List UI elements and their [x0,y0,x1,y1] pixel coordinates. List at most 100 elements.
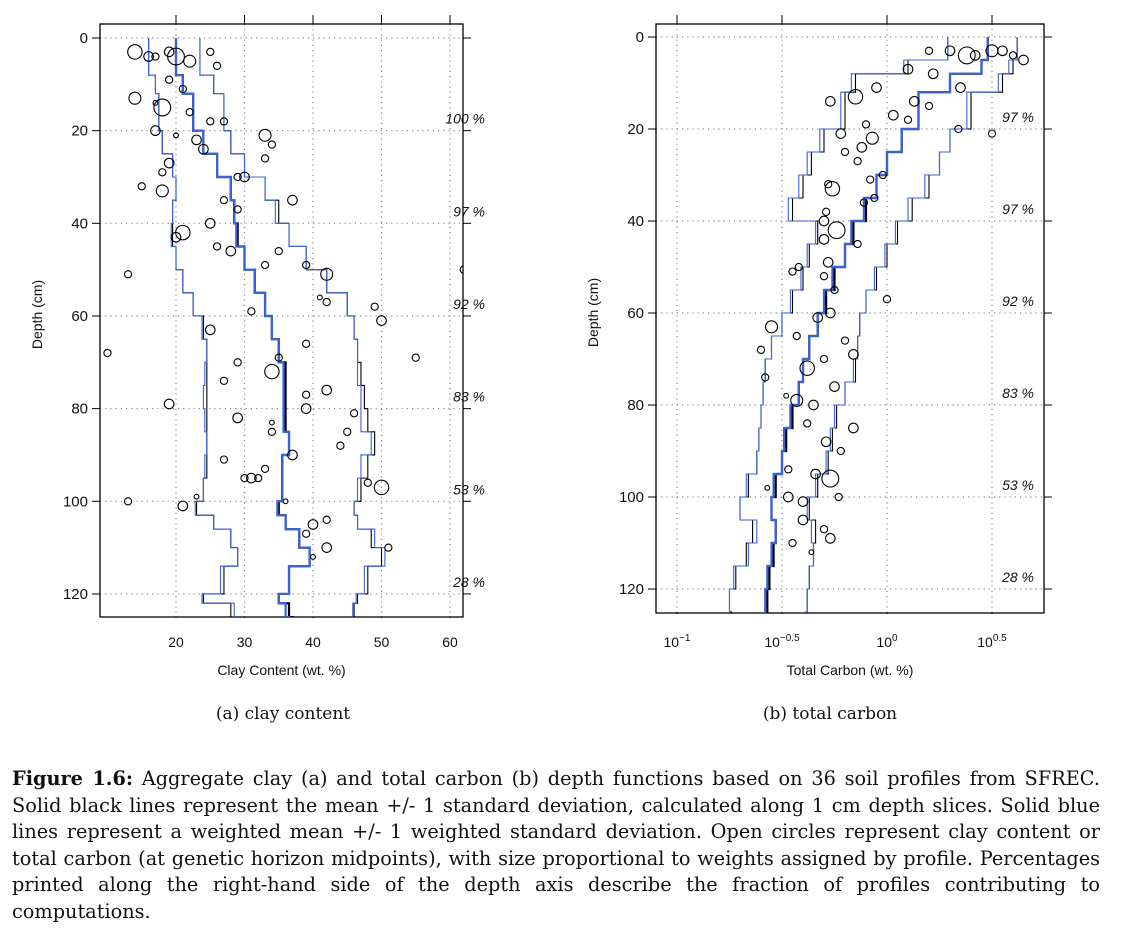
data-point [870,193,879,203]
data-point [1018,54,1029,66]
data-point [819,525,829,534]
data-point [267,140,277,149]
data-point [206,47,215,57]
data-point [153,98,172,117]
data-point [219,376,229,385]
data-point [170,231,182,243]
tick-base: 10 [977,634,993,650]
data-point [373,479,390,496]
percent-label: 100 % [445,111,485,127]
data-point [320,267,334,281]
data-point [301,529,311,538]
data-point [321,542,333,553]
y-tick-label: 40 [627,213,644,230]
x-tick-label: 20 [168,634,184,650]
data-point [764,484,771,491]
data-point [343,427,352,436]
x-tick-label: 100.5 [977,633,1007,650]
data-point [840,147,850,157]
data-point [908,96,920,107]
data-point [150,125,161,137]
data-point [871,82,882,93]
data-point [784,465,793,474]
data-point [316,294,323,301]
data-point [321,384,333,396]
data-point [834,492,843,502]
data-point [282,498,289,505]
data-point [212,61,222,70]
data-point [944,45,956,57]
data-point [246,472,257,484]
y-tick-label: 60 [627,305,644,322]
data-point [824,533,836,544]
data-point [258,128,272,142]
y-tick-label: 0 [636,29,644,46]
y-tick-label: 80 [71,401,88,418]
data-point [206,117,215,126]
data-point [158,168,167,177]
data-point [902,63,914,75]
data-point [191,134,202,146]
data-point [821,469,840,488]
panel-a: 0 20 40 60 80 100 120 20 30 40 50 60 Clay Content (w… [29,15,485,678]
data-point [887,109,899,121]
data-point [792,331,801,341]
data-point [198,143,209,155]
data-point [143,51,154,62]
y-tick-label: 20 [627,121,644,138]
sd-mean-line [766,37,989,613]
data-point [861,120,871,129]
data-point [260,154,270,163]
data-point [219,196,229,205]
y-tick-label: 120 [619,581,644,598]
x-tick-label: 60 [442,634,458,650]
data-point [301,390,311,399]
percent-label: 53 % [453,481,485,497]
data-point [882,295,892,304]
data-point [300,403,312,414]
x-tick-label: 40 [305,634,321,650]
x-tick-label: 10−1 [664,633,691,650]
data-point [810,468,821,480]
data-point [829,381,840,392]
data-point [808,549,815,556]
data-point [167,47,185,66]
data-point [267,427,277,436]
data-point [233,205,242,214]
tick-exponent: 0 [892,633,898,644]
data-point [764,320,779,334]
data-point [782,491,794,503]
data-point [239,171,250,183]
data-point [307,519,319,530]
data-point [123,497,133,506]
data-point [819,272,829,281]
subcaption-b: (b) total carbon [762,704,898,724]
data-point [260,260,270,270]
data-point [163,157,175,169]
weighted-upper-line [804,37,1018,613]
data-point [370,302,379,311]
data-point [924,46,934,55]
x-tick-label: 30 [237,634,253,650]
data-point [411,353,420,362]
data-point [185,107,194,117]
data-point [848,349,859,360]
data-point [835,128,847,139]
caption-text: Aggregate clay (a) and total carbon (b) … [12,767,1100,923]
y-tick-label: 100 [619,489,644,506]
x-tick-label: 10−0.5 [764,633,800,650]
data-point [924,101,934,111]
data-point [260,464,270,474]
tick-base: 10 [764,634,780,650]
percent-label: 28 % [1001,569,1034,585]
percent-label: 97 % [1002,201,1034,217]
x-tick-label: 50 [374,634,390,650]
data-point [790,393,804,407]
data-point [819,354,829,364]
data-point [1008,51,1018,60]
y-axis-label: Depth (cm) [29,280,45,349]
data-point [204,217,216,229]
tick-exponent: −0.5 [780,633,800,644]
y-tick-label: 0 [80,30,88,47]
